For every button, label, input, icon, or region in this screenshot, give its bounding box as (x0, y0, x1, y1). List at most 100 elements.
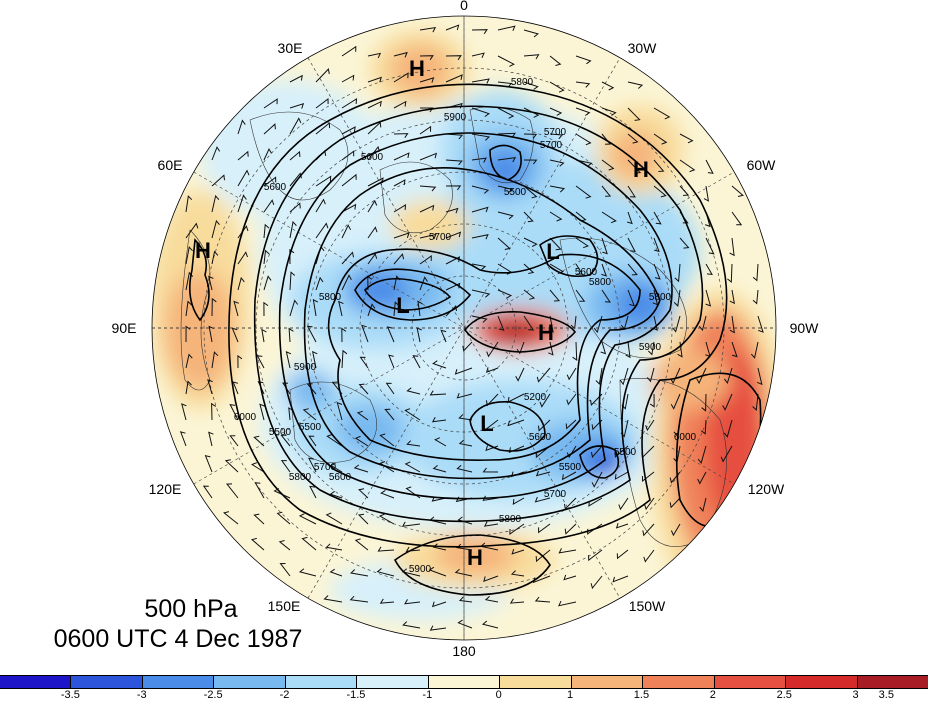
wind-barb (253, 435, 265, 447)
wind-barb (432, 465, 447, 473)
wind-barb (288, 327, 294, 343)
wind-barb (642, 523, 655, 537)
wind-barb (211, 146, 221, 161)
wind-barb (497, 237, 511, 250)
wind-barb (643, 549, 655, 563)
wind-barb (354, 538, 369, 551)
wind-barb (276, 511, 291, 525)
wind-barb (561, 471, 577, 481)
wind-barb (412, 355, 421, 369)
wind-barb (419, 233, 437, 240)
wind-barb (618, 497, 629, 511)
wind-barb (263, 249, 270, 265)
wind-barb (471, 78, 490, 84)
wind-barb (229, 403, 239, 421)
wind-barb (185, 380, 192, 395)
contour-label: 5800 (649, 292, 672, 303)
wind-barb (512, 497, 525, 506)
wind-barb (341, 173, 357, 187)
wind-barb (341, 150, 355, 161)
contour-high-west (189, 238, 210, 322)
wind-barb (731, 341, 738, 358)
wind-barb (705, 237, 715, 255)
contour-labels: 5800570057005500560056005800590056005700… (234, 77, 697, 575)
wind-barb (558, 548, 577, 554)
wind-barb (627, 133, 639, 144)
colorbar-labels: -3.5 -3 -2.5 -2 -1.5 -1 0 1 1.5 2 2.5 3 3.5 (0, 689, 928, 702)
colorbar-segment (500, 676, 572, 688)
wind-barb (588, 549, 603, 562)
wind-barb (341, 126, 356, 135)
wind-barb (326, 434, 343, 447)
colorbar-tick-label: -1 (422, 689, 433, 701)
longitude-labels: 0 30W 60W 90W 120W 150W 180 150E 120E 90E 60E 30E (112, 0, 820, 659)
wind-barb (445, 24, 460, 31)
wind-barb (523, 54, 540, 60)
wind-barb (406, 440, 421, 447)
contour-label: 5600 (575, 267, 598, 278)
wind-barb (307, 457, 317, 473)
wind-barb (306, 383, 317, 395)
wind-barb (646, 367, 655, 383)
wind-barb (237, 119, 246, 135)
contour-label: 5800 (499, 514, 522, 525)
wind-barb (237, 251, 248, 265)
wind-barb (679, 237, 690, 249)
wind-barb (185, 246, 193, 265)
wind-barb (566, 393, 577, 406)
wind-barb (627, 211, 633, 225)
wind-barb (497, 25, 516, 31)
wind-barb (229, 435, 239, 447)
wind-barb (257, 381, 265, 395)
wind-barb (575, 237, 589, 249)
wind-barb (549, 237, 562, 251)
wind-barb (341, 74, 355, 83)
wind-barb (298, 568, 317, 577)
wind-barb (289, 202, 301, 213)
wind-barb (549, 107, 563, 116)
wind-barb (729, 237, 735, 257)
wind-barb (367, 199, 378, 213)
wind-barb (511, 548, 525, 555)
wind-barb (285, 351, 292, 369)
contour-label: 5600 (529, 432, 552, 443)
wind-barb (575, 289, 586, 302)
contour-label: 6000 (234, 412, 257, 423)
longitude-label: 60E (158, 157, 183, 173)
wind-barb (329, 568, 343, 577)
contour-label: 5700 (429, 232, 452, 243)
wind-barb (263, 176, 277, 187)
wind-barb (233, 300, 239, 317)
height-contours (189, 83, 762, 596)
wind-barb (590, 575, 603, 590)
wind-barb (677, 341, 683, 358)
wind-barb (679, 159, 696, 173)
wind-barb (419, 77, 435, 83)
wind-barb (341, 224, 352, 239)
wind-barb (497, 107, 515, 119)
wind-barb (445, 256, 461, 265)
wind-barb (549, 133, 564, 140)
wind-barb (696, 367, 707, 385)
wind-barb (653, 159, 665, 172)
wind-barb (404, 408, 421, 421)
wind-barb (700, 419, 707, 435)
wind-barb (549, 55, 562, 66)
contour-low-ring-3 (539, 235, 599, 278)
wind-barb (672, 315, 681, 333)
wind-barb (485, 367, 499, 373)
wind-barb (298, 513, 317, 525)
wind-barb (367, 76, 382, 83)
wind-barb (445, 55, 462, 61)
wind-barb (653, 237, 660, 253)
wind-barb (432, 360, 447, 369)
wind-barb (263, 123, 276, 135)
wind-barb (401, 521, 421, 527)
wind-barb (431, 417, 447, 423)
wind-barb (361, 324, 369, 343)
wind-barb (497, 156, 516, 163)
wind-barb (483, 575, 499, 583)
wind-barb (523, 237, 538, 247)
wind-barb (727, 263, 733, 284)
wind-barb (482, 495, 499, 502)
